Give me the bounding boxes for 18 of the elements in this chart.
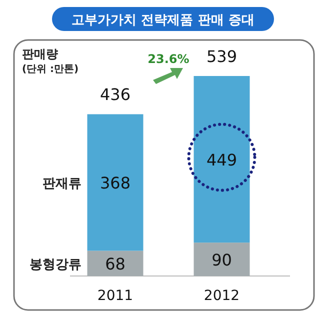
text: 23.6% <box>148 52 190 66</box>
x-tick-label: 2011 <box>97 288 134 304</box>
data-label: 449 <box>206 150 238 170</box>
data-label: 368 <box>100 173 131 192</box>
text: (단위 :만톤) <box>22 64 79 75</box>
series-label: 봉형강류 <box>29 257 82 272</box>
chart-title: 고부가가치 전략제품 판매 증대 <box>72 13 254 28</box>
bar <box>194 76 250 243</box>
bar <box>87 114 144 251</box>
y-axis-title: 판매량 <box>22 47 58 61</box>
bar <box>194 242 250 276</box>
total-label: 436 <box>100 85 131 104</box>
data-label: 90 <box>212 250 232 270</box>
x-tick-label: 2012 <box>204 288 240 304</box>
total-label: 539 <box>206 47 238 66</box>
bar <box>87 250 144 276</box>
data-label: 68 <box>105 254 126 274</box>
series-label: 판재류 <box>42 176 82 192</box>
